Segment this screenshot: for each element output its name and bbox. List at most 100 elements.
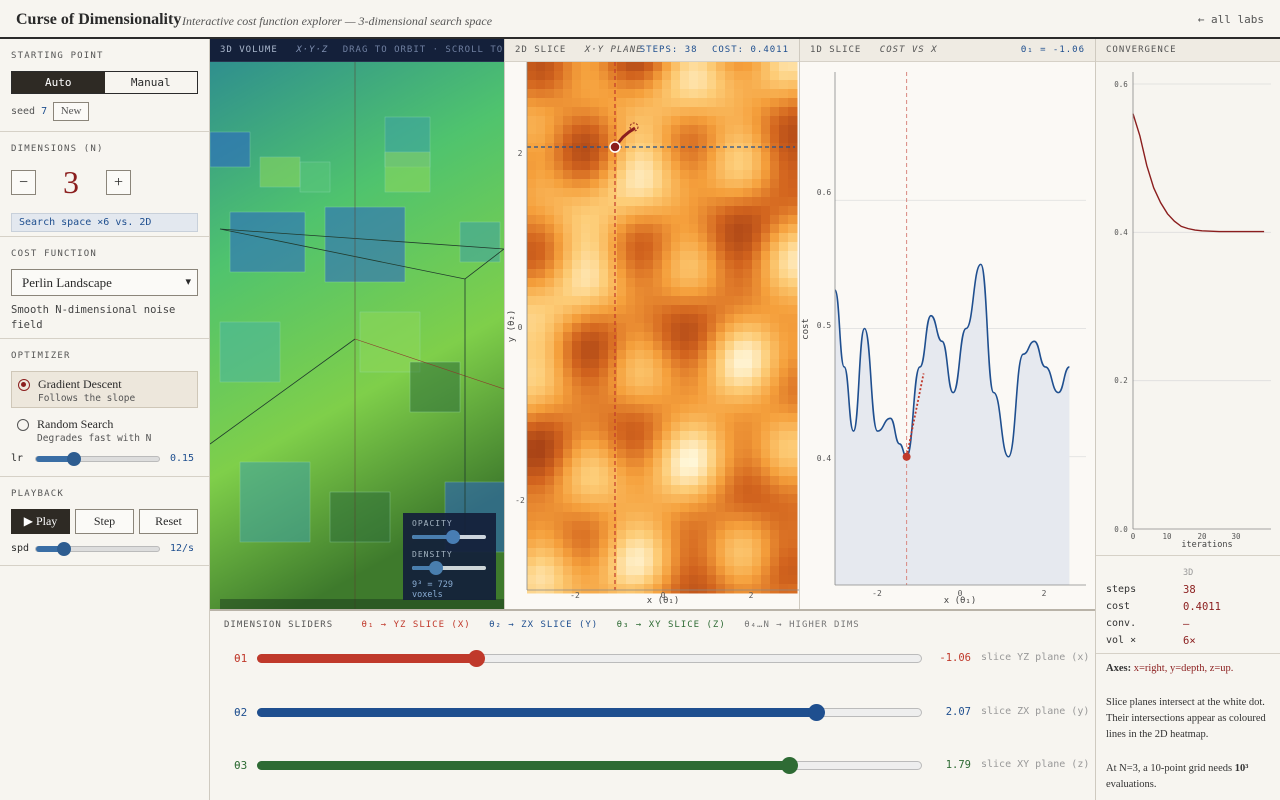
heatmap-cell (725, 116, 735, 126)
heatmap-cell (716, 143, 726, 153)
decrease-dimension-button[interactable]: − (11, 170, 36, 195)
heatmap-cell (662, 395, 672, 405)
heatmap-cell (545, 152, 555, 162)
optimizer-option-random-search[interactable]: Random Search Degrades fast with N (11, 412, 198, 449)
mode-auto-button[interactable]: Auto (12, 72, 105, 93)
cost-curve-svg[interactable]: 0.6 0.5 0.4 -2 0 2 x (θ₁) cost (800, 62, 1096, 609)
heatmap-cell (563, 296, 573, 306)
slider-knob[interactable] (429, 561, 443, 575)
heatmap-cell (599, 440, 609, 450)
reset-button[interactable]: Reset (139, 509, 198, 534)
heatmap-cell (788, 485, 798, 495)
heatmap-cell (689, 152, 699, 162)
heatmap-cell (572, 305, 582, 315)
volume-canvas[interactable] (210, 39, 504, 609)
heatmap-cell (581, 458, 591, 468)
opacity-slider[interactable] (412, 530, 487, 544)
heatmap-cell (599, 206, 609, 216)
volume-3d-panel[interactable]: 3D VOLUME X·Y·Z DRAG TO ORBIT · SCROLL T… (210, 39, 504, 609)
heatmap-cell (734, 107, 744, 117)
heatmap-cell (626, 584, 636, 594)
heatmap-cell (698, 476, 708, 486)
slider-knob[interactable] (468, 650, 485, 667)
heatmap-cell (743, 305, 753, 315)
heatmap-cell (752, 233, 762, 243)
slider-knob[interactable] (57, 541, 71, 556)
new-seed-button[interactable]: New (53, 102, 90, 121)
play-button[interactable]: ▶ Play (11, 509, 70, 534)
cost-function-select[interactable]: Perlin Landscape ▾ (11, 269, 198, 296)
slider-knob[interactable] (67, 451, 81, 466)
heatmap-cell (707, 485, 717, 495)
heatmap-cell (770, 116, 780, 126)
heatmap-cell (527, 548, 537, 558)
heatmap-cell (743, 377, 753, 387)
heatmap-cell (563, 377, 573, 387)
heatmap-cell (689, 521, 699, 531)
heatmap-cell (554, 233, 564, 243)
heatmap-cell (581, 314, 591, 324)
density-slider[interactable] (412, 561, 487, 575)
learning-rate-slider[interactable] (35, 451, 160, 466)
heatmap-cell (581, 332, 591, 342)
heatmap-cell (608, 467, 618, 477)
heatmap-cell (554, 224, 564, 234)
slider-knob[interactable] (446, 530, 460, 544)
heatmap-cell (743, 116, 753, 126)
heatmap-cell (788, 494, 798, 504)
heatmap-cell (581, 161, 591, 171)
heatmap-cell (743, 233, 753, 243)
heatmap-cell (554, 458, 564, 468)
heatmap-cell (581, 476, 591, 486)
heatmap-cell (689, 170, 699, 180)
heatmap-cell (617, 269, 627, 279)
heatmap-cell (527, 332, 537, 342)
heatmap-cell (554, 143, 564, 153)
heatmap-cell (716, 251, 726, 261)
slider-knob[interactable] (781, 757, 798, 774)
heatmap-cell (680, 395, 690, 405)
heatmap-cell (581, 386, 591, 396)
heatmap-cell (536, 161, 546, 171)
heatmap-cell (545, 242, 555, 252)
dimension-sliders-panel: DIMENSION SLIDERS θ₁ → YZ SLICE (X) θ₂ →… (210, 609, 1095, 800)
theta3-slider[interactable] (257, 757, 922, 774)
speed-slider[interactable] (35, 541, 160, 556)
heatmap-cell (788, 107, 798, 117)
heatmap-cell (743, 287, 753, 297)
theta2-slider[interactable] (257, 704, 922, 721)
heatmap-cell (779, 557, 789, 567)
heatmap-cell (671, 341, 681, 351)
heatmap-cell (527, 377, 537, 387)
voxel (459, 221, 501, 263)
heatmap-cell (779, 89, 789, 99)
heatmap-cell (707, 197, 717, 207)
heatmap-cell (635, 179, 645, 189)
heatmap-svg[interactable]: 2 0 -2 -2 0 2 x (θ₁) y (θ₂) (505, 62, 800, 609)
heatmap-cell (662, 314, 672, 324)
all-labs-link[interactable]: ← all labs (1197, 13, 1264, 26)
heatmap-cell (779, 287, 789, 297)
heatmap-cell (653, 503, 663, 513)
xtick-2d: 2 (749, 591, 754, 600)
heatmap-cell (536, 233, 546, 243)
heatmap-cell (671, 134, 681, 144)
theta1-slider[interactable] (257, 650, 922, 667)
heatmap-cell (716, 386, 726, 396)
increase-dimension-button[interactable]: + (106, 170, 131, 195)
heatmap-cell (671, 386, 681, 396)
mode-manual-button[interactable]: Manual (130, 76, 171, 89)
optimizer-option-gradient-descent[interactable]: Gradient Descent Follows the slope (11, 371, 198, 408)
heatmap-cell (653, 548, 663, 558)
heatmap-cell (572, 278, 582, 288)
slider-knob[interactable] (808, 704, 825, 721)
heatmap-cell (545, 458, 555, 468)
heatmap-cell (698, 422, 708, 432)
heatmap-cell (662, 80, 672, 90)
step-button[interactable]: Step (75, 509, 134, 534)
heatmap-cell (788, 395, 798, 405)
heatmap-cell (770, 260, 780, 270)
heatmap-cell (608, 89, 618, 99)
heatmap-cell (536, 476, 546, 486)
heatmap-cell (779, 386, 789, 396)
